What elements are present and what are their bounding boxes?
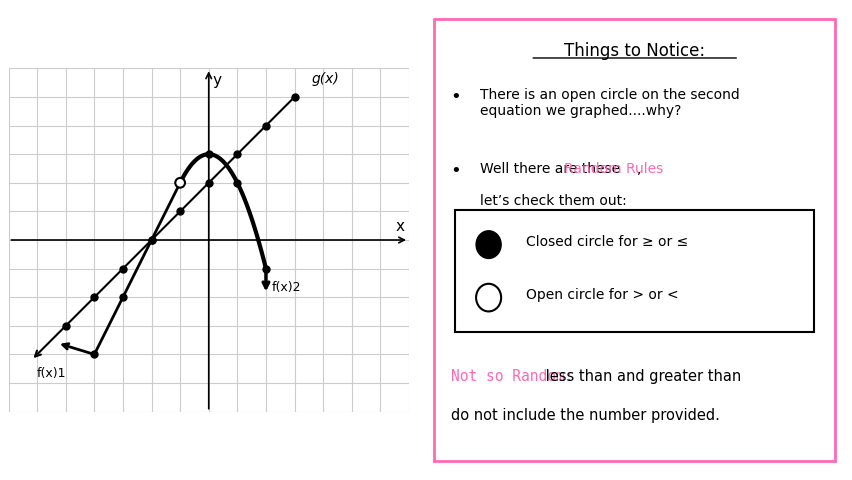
Text: y: y (212, 72, 222, 88)
Text: Well there are these: Well there are these (481, 162, 625, 176)
Text: g(x): g(x) (312, 72, 339, 86)
Text: f(x)1: f(x)1 (37, 367, 66, 380)
FancyBboxPatch shape (435, 19, 835, 461)
Text: Open circle for > or <: Open circle for > or < (527, 288, 679, 302)
Text: ,: , (636, 162, 642, 176)
FancyBboxPatch shape (455, 210, 815, 332)
Text: less than and greater than: less than and greater than (541, 369, 741, 384)
Text: let’s check them out:: let’s check them out: (481, 194, 627, 208)
Text: Not so Random:: Not so Random: (451, 369, 573, 384)
Circle shape (476, 231, 501, 258)
Text: Random Rules: Random Rules (564, 162, 663, 176)
Text: f(x)2: f(x)2 (272, 281, 301, 295)
Text: do not include the number provided.: do not include the number provided. (451, 408, 720, 423)
Circle shape (476, 284, 501, 312)
Circle shape (176, 178, 185, 188)
Text: Things to Notice:: Things to Notice: (564, 42, 705, 60)
Text: There is an open circle on the second
equation we graphed....why?: There is an open circle on the second eq… (481, 88, 740, 118)
Text: •: • (450, 88, 461, 106)
Text: x: x (395, 219, 405, 234)
Text: •: • (450, 162, 461, 180)
Text: Closed circle for ≥ or ≤: Closed circle for ≥ or ≤ (527, 235, 688, 249)
